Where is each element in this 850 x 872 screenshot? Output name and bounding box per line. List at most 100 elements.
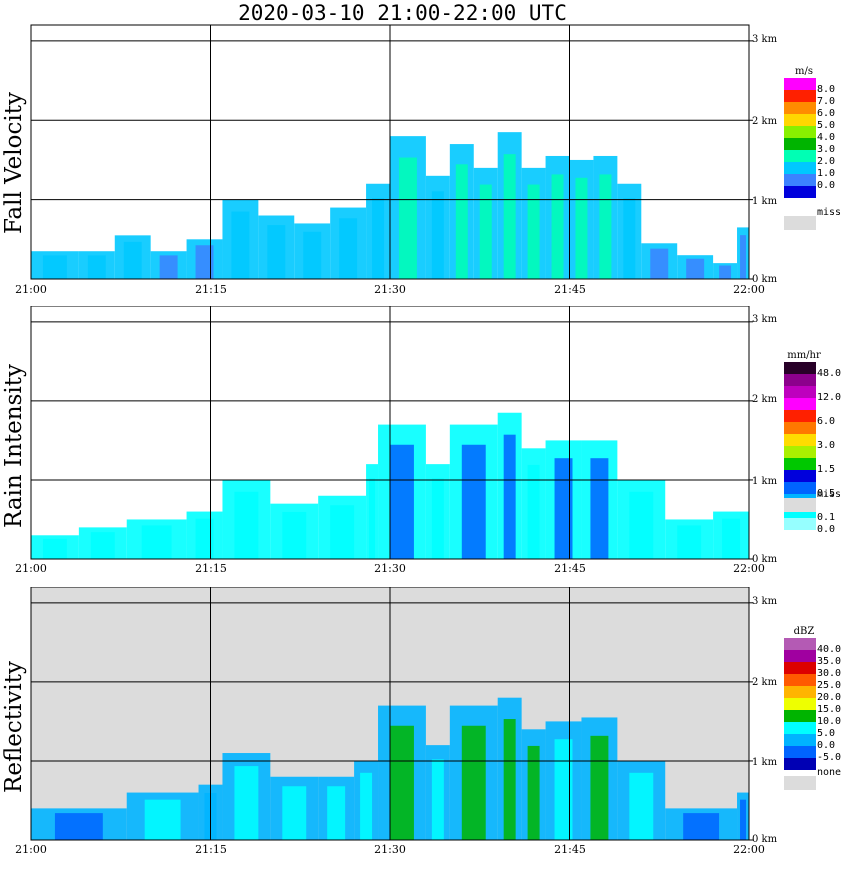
- echo-core: [144, 799, 181, 840]
- missing-swatch: miss: [784, 490, 850, 512]
- colorbar-level: 4.0: [784, 126, 850, 143]
- echo-core: [330, 505, 355, 559]
- colorbar-swatch: [784, 162, 816, 174]
- x-tick-label: 21:45: [554, 843, 586, 856]
- colorbar-tick-label: 20.0: [817, 692, 842, 703]
- echo-core: [282, 511, 307, 559]
- echo-core: [527, 464, 540, 559]
- echo-core: [234, 766, 259, 840]
- colorbar-swatch: [784, 386, 816, 398]
- echo-core: [599, 174, 612, 279]
- colorbar-swatch: [784, 638, 816, 650]
- missing-label: miss: [817, 207, 842, 218]
- colorbar-swatch: [784, 138, 816, 150]
- colorbar-swatch: [784, 518, 816, 530]
- colorbar-tick-label: 0.1: [817, 512, 836, 523]
- colorbar-swatch: [784, 722, 816, 734]
- echo-core: [527, 745, 540, 840]
- colorbar-tick-label: 30.0: [817, 668, 842, 679]
- colorbar-level: 6.0: [784, 102, 850, 119]
- echo-core: [629, 772, 654, 840]
- x-tick-label: 21:00: [15, 562, 47, 575]
- colorbar-level: 7.0: [784, 90, 850, 107]
- colorbar-swatch: [784, 126, 816, 138]
- colorbar-tick-label: 12.0: [817, 392, 842, 403]
- echo-core: [455, 164, 468, 279]
- echo-core: [369, 478, 376, 559]
- echo-core: [390, 444, 414, 559]
- reflectivity-panel: Reflectivity 21:00 21:15 21:30 21:45 22:…: [0, 587, 850, 872]
- colorbar-level: 1.5: [784, 458, 850, 475]
- colorbar-level: 48.0: [784, 362, 850, 379]
- colorbar-tick-label: 1.0: [817, 168, 836, 179]
- colorbar-level: 0.0: [784, 518, 850, 535]
- colorbar-tick-label: 3.0: [817, 144, 836, 155]
- colorbar-swatch: [784, 362, 816, 374]
- colorbar-tick-label: 4.0: [817, 132, 836, 143]
- colorbar-level: 30.0: [784, 662, 850, 679]
- colorbar-level: 6.0: [784, 410, 850, 427]
- fall-velocity-panel: Fall Velocity 21:00 21:15 21:30 21:45 22…: [0, 23, 850, 308]
- x-tick-label: 21:45: [554, 562, 586, 575]
- x-tick-label: 21:00: [15, 283, 47, 296]
- missing-swatch: none: [784, 768, 850, 790]
- echo-core: [629, 491, 654, 559]
- colorbar-level: [784, 470, 850, 482]
- colorbar-swatch: [784, 174, 816, 186]
- colorbar-unit: dBZ: [793, 626, 815, 637]
- colorbar-tick-label: 6.0: [817, 108, 836, 119]
- colorbar-swatch: [784, 674, 816, 686]
- colorbar-level: 3.0: [784, 138, 850, 155]
- echo-core: [551, 174, 564, 279]
- colorbar-tick-label: -5.0: [817, 752, 842, 763]
- echo-core: [650, 248, 669, 279]
- colorbar-tick-label: 0.0: [817, 180, 836, 191]
- colorbar-swatch: [784, 662, 816, 674]
- colorbar-tick-label: 6.0: [817, 416, 836, 427]
- echo-core: [527, 184, 540, 279]
- echo-core: [360, 772, 373, 840]
- colorbar-swatch: [784, 102, 816, 114]
- echo-core: [282, 786, 307, 840]
- y-tick-label: 0 km: [752, 834, 778, 845]
- y-tick-label: 0 km: [752, 554, 778, 565]
- echo-core: [740, 799, 747, 840]
- colorbar-level: [784, 374, 850, 386]
- colorbar-swatch: [784, 650, 816, 662]
- colorbar-tick-label: 15.0: [817, 704, 842, 715]
- colorbar-level: 3.0: [784, 434, 850, 451]
- colorbar-level: 0.0: [784, 174, 850, 191]
- echo-core: [722, 518, 741, 559]
- colorbar-tick-label: 7.0: [817, 96, 836, 107]
- echo-core: [327, 786, 346, 840]
- echo-core: [123, 241, 142, 279]
- x-tick-label: 21:15: [195, 283, 227, 296]
- colorbar-swatch: [784, 150, 816, 162]
- colorbar-swatch: [784, 410, 816, 422]
- echo-core: [431, 759, 444, 840]
- colorbar-tick-label: 40.0: [817, 644, 842, 655]
- echo-core: [267, 225, 286, 279]
- y-tick-label: 1 km: [752, 757, 778, 768]
- colorbar-tick-label: 35.0: [817, 656, 842, 667]
- colorbar-level: 1.0: [784, 162, 850, 179]
- colorbar-level: 12.0: [784, 386, 850, 403]
- y-tick-label: 1 km: [752, 476, 778, 487]
- echo-core: [390, 725, 414, 840]
- colorbar-tick-label: 0.0: [817, 524, 836, 535]
- echo-core: [141, 525, 172, 559]
- fall-velocity-plot: [30, 24, 753, 280]
- chart-title: 2020-03-10 21:00-22:00 UTC: [238, 1, 567, 25]
- echo-core: [42, 538, 67, 559]
- colorbar-swatch: [784, 734, 816, 746]
- echo-core: [683, 813, 720, 840]
- x-tick-label: 22:00: [733, 562, 765, 575]
- colorbar-swatch: [784, 698, 816, 710]
- colorbar-level: 10.0: [784, 710, 850, 727]
- x-tick-label: 21:30: [374, 283, 406, 296]
- echo-core: [372, 198, 385, 279]
- x-tick-label: 21:15: [195, 843, 227, 856]
- colorbar-level: [784, 446, 850, 458]
- x-tick-label: 22:00: [733, 283, 765, 296]
- echo-core: [740, 235, 747, 279]
